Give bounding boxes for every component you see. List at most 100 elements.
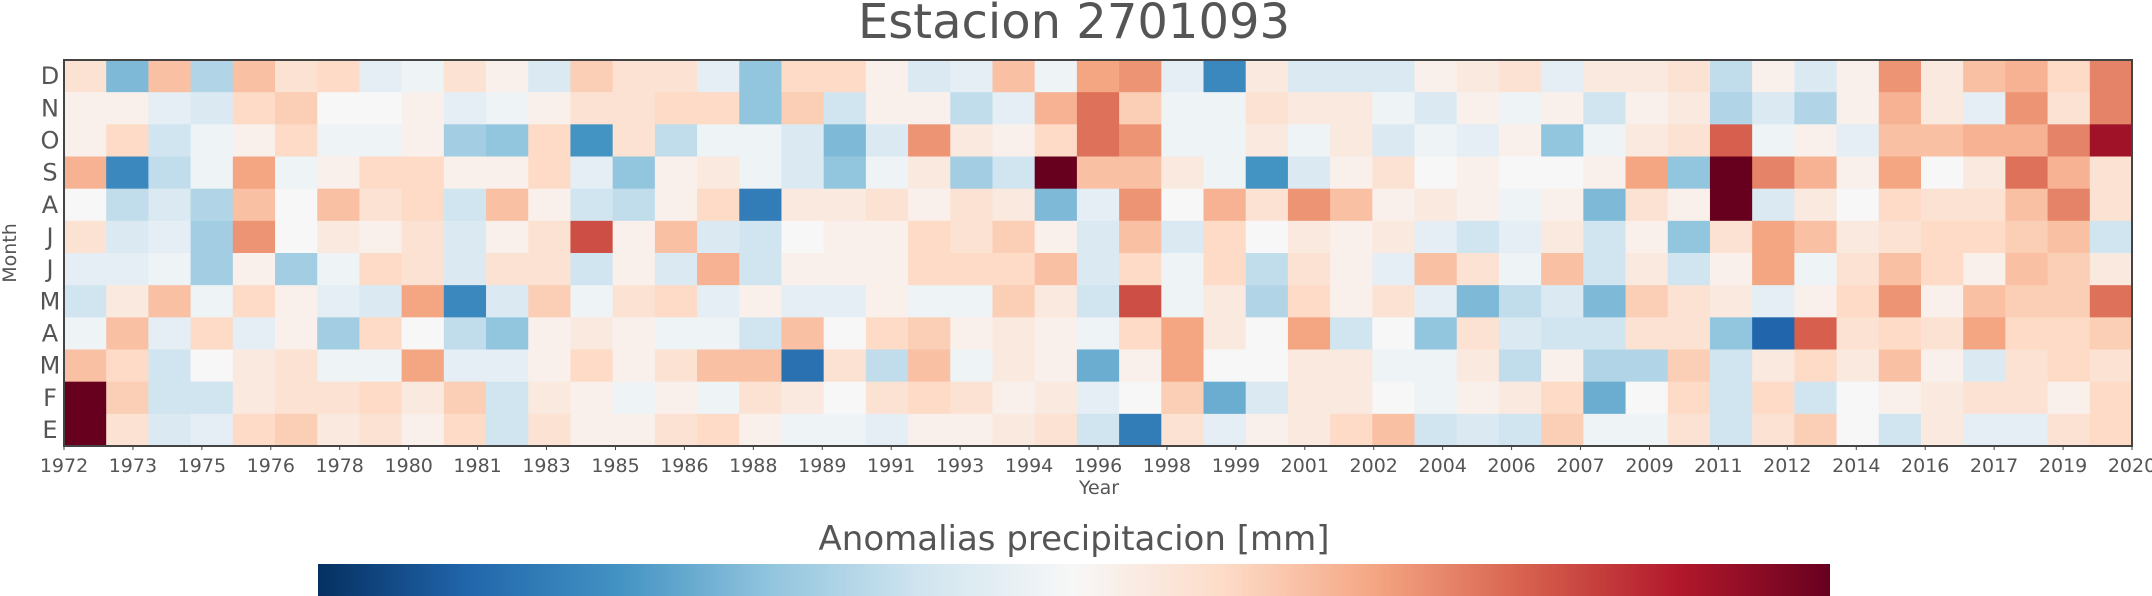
heatmap-cell — [1203, 60, 1247, 93]
heatmap-cell — [612, 285, 656, 318]
heatmap-cell — [697, 253, 740, 286]
heatmap-cell — [1372, 220, 1416, 254]
heatmap-cell — [992, 381, 1036, 415]
heatmap-cell — [1119, 220, 1162, 254]
heatmap-cell — [190, 124, 234, 158]
heatmap-cell — [1836, 413, 1880, 447]
heatmap-cell — [697, 349, 740, 383]
heatmap-cell — [654, 317, 698, 351]
heatmap-cell — [654, 60, 698, 93]
heatmap-cell — [1794, 317, 1838, 351]
heatmap-cell — [232, 253, 276, 286]
heatmap-cell — [359, 317, 403, 351]
heatmap-cell — [1330, 92, 1373, 125]
heatmap-cell — [1287, 220, 1331, 254]
heatmap-cell — [1583, 317, 1627, 351]
heatmap-cell — [232, 156, 276, 190]
heatmap-cell — [950, 349, 994, 383]
heatmap-cell — [1878, 253, 1922, 286]
heatmap-cell — [1372, 92, 1416, 125]
heatmap-cell — [1372, 349, 1416, 383]
heatmap-cell — [823, 253, 867, 286]
heatmap-cell — [528, 381, 572, 415]
heatmap-cell — [1245, 92, 1289, 125]
heatmap-cell — [823, 60, 867, 93]
heatmap-cell — [1414, 381, 1458, 415]
heatmap-cell — [232, 413, 276, 447]
heatmap-cell — [1541, 60, 1584, 93]
heatmap-cell — [106, 349, 149, 383]
heatmap-cell — [2089, 381, 2133, 415]
heatmap-cell — [1709, 156, 1753, 190]
heatmap-cell — [275, 60, 318, 93]
x-tick-label: 2020 — [2108, 455, 2152, 477]
heatmap-cell — [1456, 156, 1500, 190]
heatmap-cell — [654, 92, 698, 125]
heatmap-cell — [1203, 381, 1247, 415]
heatmap-cell — [781, 92, 825, 125]
heatmap-cell — [1920, 60, 1964, 93]
colorbar-label: Anomalias precipitacion [mm] — [819, 519, 1330, 559]
heatmap-cell — [612, 92, 656, 125]
heatmap-cell — [1752, 124, 1795, 158]
heatmap-cell — [64, 188, 107, 222]
heatmap-cell — [1878, 92, 1922, 125]
heatmap-cell — [1625, 92, 1669, 125]
heatmap-cell — [1625, 220, 1669, 254]
heatmap-cell — [317, 188, 361, 222]
heatmap-cell — [317, 156, 361, 190]
heatmap-cell — [992, 92, 1036, 125]
heatmap-cell — [950, 60, 994, 93]
heatmap-cell — [1414, 220, 1458, 254]
heatmap-cell — [1203, 413, 1247, 447]
heatmap-cell — [359, 381, 403, 415]
heatmap-cell — [1330, 317, 1373, 351]
heatmap-cell — [1667, 92, 1711, 125]
heatmap-cell — [1372, 413, 1416, 447]
heatmap-cell — [1625, 188, 1669, 222]
x-tick-label: 1994 — [1005, 455, 1053, 477]
x-tick-label: 1986 — [660, 455, 708, 477]
heatmap-cell — [865, 156, 909, 190]
heatmap-cell — [612, 156, 656, 190]
heatmap-cell — [528, 285, 572, 318]
heatmap-cell — [1414, 285, 1458, 318]
heatmap-cell — [148, 220, 192, 254]
heatmap-cell — [1456, 92, 1500, 125]
heatmap-cell — [401, 156, 445, 190]
heatmap-cell — [232, 349, 276, 383]
heatmap-cell — [1920, 253, 1964, 286]
heatmap-cell — [739, 188, 783, 222]
heatmap-cell — [1878, 413, 1922, 447]
heatmap-cell — [950, 124, 994, 158]
heatmap-cell — [1456, 349, 1500, 383]
heatmap-cell — [1920, 317, 1964, 351]
heatmap-cell — [275, 188, 318, 222]
heatmap-cell — [486, 156, 529, 190]
heatmap-cell — [1034, 220, 1078, 254]
heatmap-cell — [2089, 349, 2133, 383]
heatmap-cell — [401, 92, 445, 125]
heatmap-cell — [1245, 349, 1289, 383]
heatmap-cell — [401, 413, 445, 447]
heatmap-cell — [781, 60, 825, 93]
heatmap-cell — [823, 156, 867, 190]
heatmap-cell — [1583, 220, 1627, 254]
heatmap-cell — [1076, 253, 1120, 286]
heatmap-cell — [1498, 253, 1542, 286]
y-axis-label: Month — [0, 223, 21, 283]
heatmap-cell — [1541, 381, 1584, 415]
heatmap-cell — [1498, 60, 1542, 93]
heatmap-cell — [1920, 349, 1964, 383]
heatmap-cell — [697, 413, 740, 447]
heatmap-cell — [992, 413, 1036, 447]
heatmap-cell — [528, 60, 572, 93]
heatmap-cell — [1076, 156, 1120, 190]
heatmap-cell — [1794, 349, 1838, 383]
heatmap-cell — [865, 188, 909, 222]
y-tick-label: O — [41, 126, 60, 154]
heatmap-cell — [1456, 381, 1500, 415]
heatmap-cell — [528, 92, 572, 125]
heatmap-cell — [1034, 188, 1078, 222]
heatmap-cell — [401, 285, 445, 318]
